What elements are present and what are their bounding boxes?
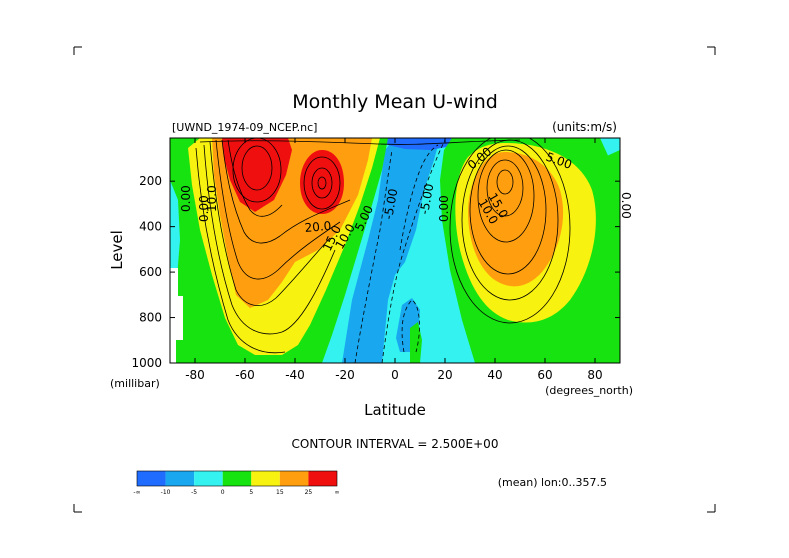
dataset-label: [UWND_1974-09_NCEP.nc] xyxy=(172,121,317,134)
contour-line-sh-core-a xyxy=(232,138,282,203)
crop-mark-top-right xyxy=(707,46,716,55)
contour-label: -5.00 xyxy=(381,187,400,220)
colorbar-swatch xyxy=(222,471,252,486)
colorbar-swatch xyxy=(194,471,223,486)
colorbar-swatch xyxy=(251,471,280,486)
nh-polar-region xyxy=(598,150,620,300)
colorbar-swatch xyxy=(308,471,337,486)
x-tick-label: -40 xyxy=(285,368,305,382)
contour-label: 20.0 xyxy=(304,219,332,235)
y-axis: 200 400 600 800 1000 xyxy=(131,174,620,370)
averaging-note: (mean) lon:0..357.5 xyxy=(498,476,607,489)
units-label: (units:m/s) xyxy=(552,120,617,134)
x-tick-label: -80 xyxy=(185,368,205,382)
equatorial-low-green xyxy=(410,322,422,363)
nh-jet-core xyxy=(468,152,564,287)
x-tick-label: 80 xyxy=(587,368,602,382)
contour-line-nh-1 xyxy=(449,138,571,324)
x-axis: -80 -60 -40 -20 0 20 40 60 80 xyxy=(185,138,603,382)
x-tick-label: 0 xyxy=(391,368,399,382)
contour-line-nh-6 xyxy=(496,169,514,195)
x-tick-label: -20 xyxy=(335,368,355,382)
crop-mark-bottom-right xyxy=(707,504,716,513)
contour-label: 0.00 xyxy=(197,195,211,222)
colorbar: -∞ -10 -5 0 5 15 25 ∞ xyxy=(133,470,340,496)
contour-line-neg-4 xyxy=(354,149,393,363)
colorbar-label: -∞ xyxy=(133,489,140,496)
nh-lower-cyan-tongue xyxy=(420,295,468,363)
x-tick-label: -60 xyxy=(235,368,255,382)
colorbar-label: -5 xyxy=(191,489,197,496)
y-tick-label: 200 xyxy=(139,174,162,188)
y-tick-label: 1000 xyxy=(131,356,162,370)
colorbar-label: 0 xyxy=(221,489,225,496)
contour-line-sh-5 xyxy=(221,139,351,244)
contour-line-sh-core-c xyxy=(303,156,341,210)
y-axis-units: (millibar) xyxy=(110,377,160,390)
easterly-region-equatorial xyxy=(342,138,440,363)
x-axis-units: (degrees_north) xyxy=(545,384,633,397)
contour-label: 0.00 xyxy=(437,195,451,222)
contour-interval-text: CONTOUR INTERVAL = 2.500E+00 xyxy=(292,437,499,451)
missing-data-terrain xyxy=(170,268,183,363)
colorbar-label: 15 xyxy=(276,489,284,496)
contour-lines-negative xyxy=(354,139,446,363)
y-tick-label: 600 xyxy=(139,265,162,279)
contour-line-sh-1 xyxy=(195,147,286,354)
colorbar-swatch xyxy=(137,471,166,486)
contour-line-sh-6 xyxy=(227,139,283,217)
contour-line-sh-core-d xyxy=(311,167,333,199)
contour-line-neg-1 xyxy=(381,139,446,363)
contour-label: 10.0 xyxy=(205,185,219,212)
contour-line-sh-2 xyxy=(203,144,336,335)
crop-mark-top-left xyxy=(73,46,82,55)
colorbar-label: 25 xyxy=(305,489,313,496)
colorbar-swatch xyxy=(279,471,309,486)
x-tick-label: 40 xyxy=(487,368,502,382)
chart-title: Monthly Mean U-wind xyxy=(292,91,498,113)
sh-jet-core-main xyxy=(222,138,292,212)
contour-field xyxy=(170,138,620,363)
contour-line-nh-3 xyxy=(469,145,547,275)
colorbar-label: 5 xyxy=(249,489,253,496)
colorbar-label: ∞ xyxy=(335,489,340,496)
y-tick-label: 400 xyxy=(139,220,162,234)
x-tick-label: 20 xyxy=(437,368,452,382)
y-tick-label: 800 xyxy=(139,311,162,325)
contour-label: -5.00 xyxy=(417,182,436,215)
contour-line-sh-core-b xyxy=(241,145,273,191)
colorbar-swatch xyxy=(165,471,195,486)
x-axis-title: Latitude xyxy=(364,401,426,419)
sh-jet-core-secondary xyxy=(300,150,344,214)
colorbar-label: -10 xyxy=(161,489,171,496)
y-axis-title: Level xyxy=(108,230,126,270)
contour-line-nh-4 xyxy=(477,149,535,243)
contour-line-neg-2 xyxy=(399,144,439,251)
contour-line-top-dense xyxy=(199,139,521,145)
contour-label: 0.00 xyxy=(619,192,633,219)
contour-label: 0.00 xyxy=(179,185,193,212)
x-tick-label: 60 xyxy=(537,368,552,382)
crop-mark-bottom-left xyxy=(73,504,82,513)
contour-lines xyxy=(195,138,571,354)
contour-line-sh-3 xyxy=(209,141,331,306)
colorbar-frame xyxy=(136,470,338,487)
contour-line-nh-5 xyxy=(486,159,524,217)
contour-line-sh-4 xyxy=(215,139,341,280)
contour-line-sh-core-e xyxy=(317,176,327,190)
